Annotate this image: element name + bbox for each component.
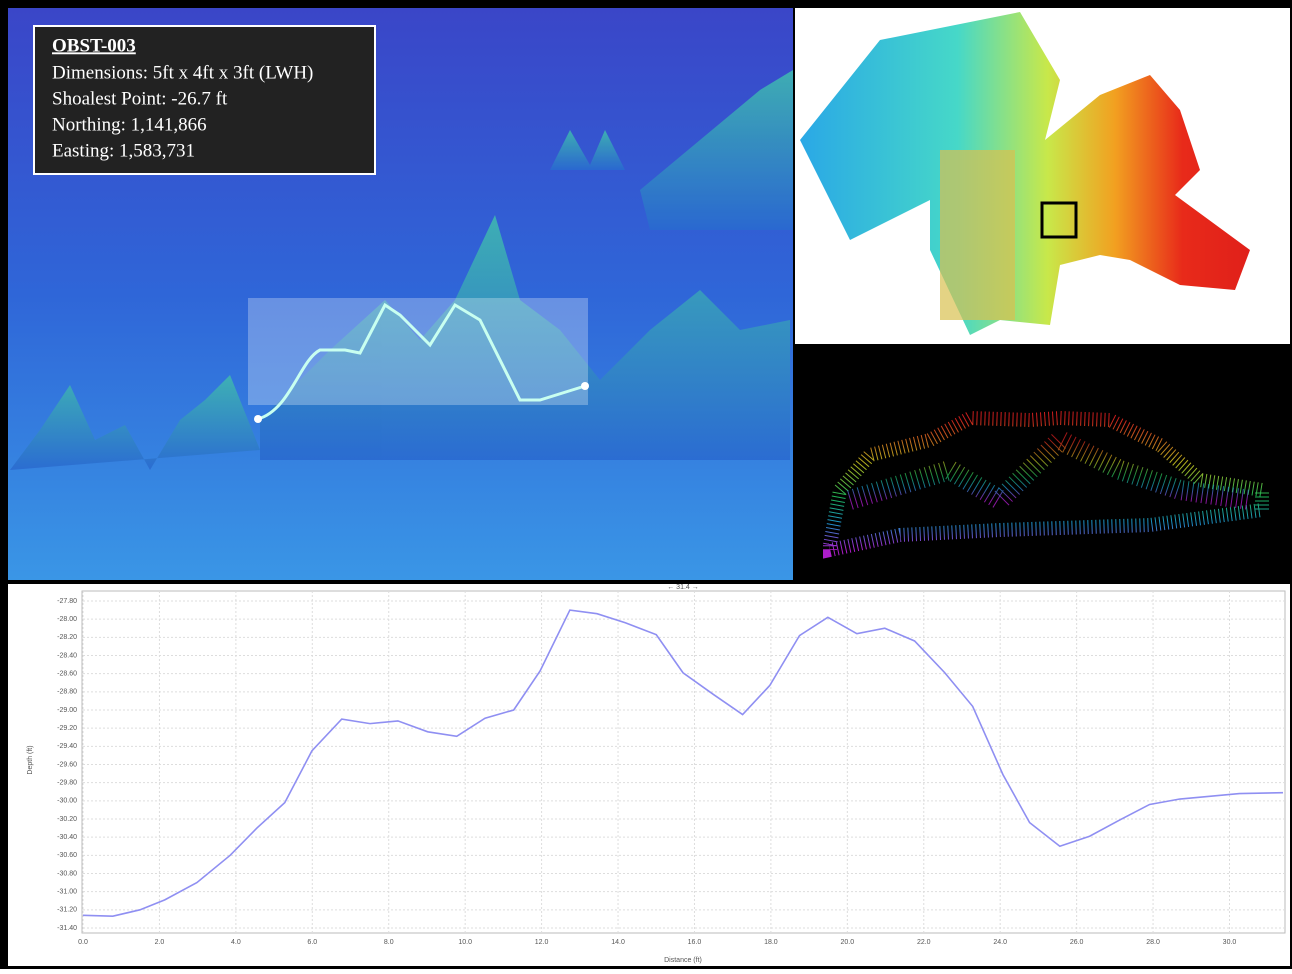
x-tick-label: 10.0	[458, 939, 472, 946]
y-tick-label: -27.80	[57, 598, 77, 605]
x-tick-label: 22.0	[917, 939, 931, 946]
y-tick-label: -30.80	[57, 870, 77, 877]
x-tick-label: 8.0	[384, 939, 394, 946]
y-tick-label: -30.00	[57, 798, 77, 805]
info-line: Shoalest Point: -26.7 ft	[52, 88, 228, 109]
y-tick-label: -29.40	[57, 743, 77, 750]
plot-area	[81, 590, 1286, 934]
y-tick-label: -29.00	[57, 707, 77, 714]
point-cloud-view	[795, 346, 1290, 582]
y-tick-label: -28.80	[57, 689, 77, 696]
info-title: OBST-003	[52, 35, 136, 56]
y-tick-label: -31.20	[57, 907, 77, 914]
info-line: Northing: 1,141,866	[52, 114, 207, 135]
y-tick-label: -29.80	[57, 780, 77, 787]
x-tick-label: 4.0	[231, 939, 241, 946]
x-tick-label: 20.0	[841, 939, 855, 946]
x-tick-label: 28.0	[1146, 939, 1160, 946]
data-line	[82, 609, 1284, 917]
x-tick-label: 2.0	[155, 939, 165, 946]
y-tick-label: -28.20	[57, 634, 77, 641]
y-tick-label: -28.00	[57, 616, 77, 623]
info-box	[33, 25, 376, 175]
annotation: ← 31.4 →	[667, 584, 699, 591]
x-tick-label: 26.0	[1070, 939, 1084, 946]
seabed-peaks	[10, 70, 793, 470]
y-tick-label: -29.20	[57, 725, 77, 732]
pier	[940, 150, 1015, 320]
profile-end	[254, 415, 262, 423]
x-tick-label: 12.0	[535, 939, 549, 946]
survey-surface	[800, 12, 1250, 335]
profile-end	[581, 382, 589, 390]
y-tick-label: -31.40	[57, 925, 77, 932]
y-tick-label: -30.40	[57, 834, 77, 841]
profile-line	[257, 302, 586, 421]
x-tick-label: 14.0	[611, 939, 625, 946]
y-tick-label: -30.60	[57, 852, 77, 859]
y-axis-label: Depth (ft)	[27, 745, 34, 774]
x-tick-label: 0.0	[78, 939, 88, 946]
x-tick-label: 6.0	[307, 939, 317, 946]
info-line: Dimensions: 5ft x 4ft x 3ft (LWH)	[52, 62, 313, 83]
x-tick-label: 24.0	[993, 939, 1007, 946]
profile-plane	[248, 298, 588, 405]
y-tick-label: -28.40	[57, 652, 77, 659]
x-tick-label: 16.0	[688, 939, 702, 946]
x-tick-label: 18.0	[764, 939, 778, 946]
x-tick-label: 30.0	[1223, 939, 1237, 946]
y-tick-label: -30.20	[57, 816, 77, 823]
location-box	[1040, 201, 1078, 239]
y-tick-label: -28.60	[57, 671, 77, 678]
info-line: Easting: 1,583,731	[52, 140, 195, 161]
x-axis-label: Distance (ft)	[664, 957, 702, 964]
y-tick-label: -31.00	[57, 889, 77, 896]
y-tick-label: -29.60	[57, 761, 77, 768]
